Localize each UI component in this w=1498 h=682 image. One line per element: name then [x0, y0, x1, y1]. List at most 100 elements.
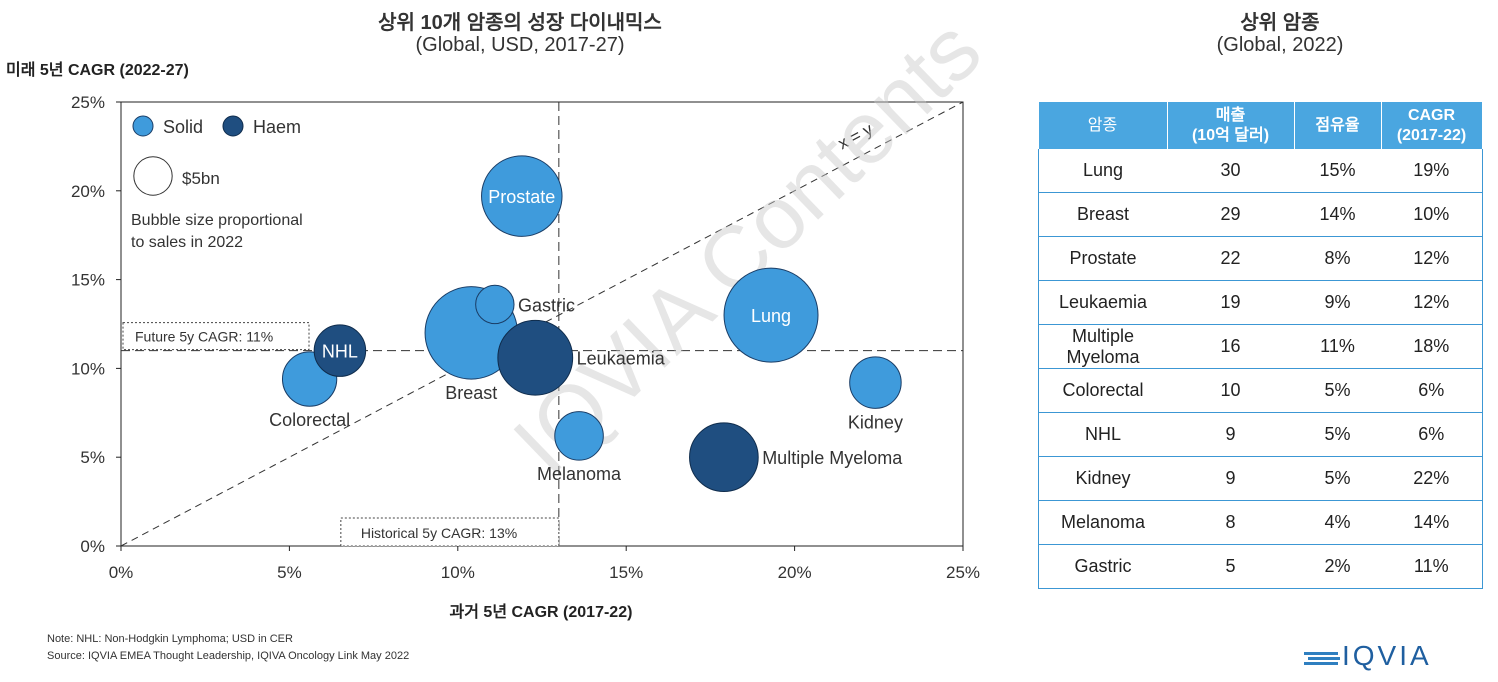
table-cell: 5%: [1294, 456, 1381, 501]
bubble-label-breast: Breast: [445, 383, 497, 403]
table-row: Prostate 22 8% 12%: [1038, 236, 1483, 281]
footnote-note: Note: NHL: Non-Hodgkin Lymphoma; USD in …: [47, 633, 293, 645]
table-cell: 22%: [1381, 456, 1483, 501]
table-cell: 12%: [1381, 280, 1483, 325]
table-cell: Lung: [1038, 149, 1167, 193]
table-cell: Melanoma: [1038, 500, 1167, 545]
table-cell: 6%: [1381, 412, 1483, 457]
diagonal-line: [120, 101, 964, 547]
table-cell: 15%: [1294, 149, 1381, 193]
table-cell: 8%: [1294, 236, 1381, 281]
table-cell: 9: [1167, 412, 1294, 457]
table-cell: 11%: [1294, 324, 1381, 369]
table-cell: 8: [1167, 500, 1294, 545]
table-cell: 5%: [1294, 412, 1381, 457]
historical-avg-label: Historical 5y CAGR: 13%: [361, 525, 517, 541]
future-avg-box: [122, 322, 310, 351]
x-tick-label: 15%: [609, 563, 643, 582]
y-tick-label: 25%: [71, 93, 105, 112]
bubble-label-prostate: Prostate: [488, 187, 555, 207]
x-tick-label: 20%: [778, 563, 812, 582]
cancer-table: 암종 매출 (10억 달러) 점유율 CAGR (2017-22) Lung 30 15%…: [1038, 102, 1483, 589]
bubble-kidney: [849, 356, 902, 409]
table-cell: 9%: [1294, 280, 1381, 325]
y-axis-label: 미래 5년 CAGR (2022-27): [6, 62, 189, 79]
table-cell: 14%: [1381, 500, 1483, 545]
table-cell: 10: [1167, 368, 1294, 413]
logo-text: IQVIA: [1342, 640, 1432, 671]
bubble-prostate: [481, 155, 563, 237]
table-cell: Colorectal: [1038, 368, 1167, 413]
table-cell: 12%: [1381, 236, 1483, 281]
table-cell: 29: [1167, 192, 1294, 237]
table-row: Melanoma 8 4% 14%: [1038, 500, 1483, 545]
table-cell: Multiple Myeloma: [1038, 324, 1167, 369]
table-header-row: 암종 매출 (10억 달러) 점유율 CAGR (2017-22): [1038, 102, 1483, 149]
table-cell: 14%: [1294, 192, 1381, 237]
chart-subtitle: (Global, USD, 2017-27): [415, 34, 625, 56]
legend-haem-label: Haem: [253, 117, 301, 137]
bubble-melanoma: [554, 411, 604, 461]
table-cell: 16: [1167, 324, 1294, 369]
table-cell: 18%: [1381, 324, 1483, 369]
bubble-lung: [723, 267, 819, 363]
iqvia-logo-icon: [1304, 652, 1340, 665]
x-tick-label: 5%: [277, 563, 302, 582]
y-tick-label: 15%: [71, 271, 105, 290]
table-cell: Breast: [1038, 192, 1167, 237]
table-cell: Kidney: [1038, 456, 1167, 501]
size-note-line: Bubble size proportional: [131, 212, 303, 229]
table-row: NHL 9 5% 6%: [1038, 412, 1483, 457]
table-row: Colorectal 10 5% 6%: [1038, 368, 1483, 413]
table-row: Lung 30 15% 19%: [1038, 149, 1483, 193]
y-tick-label: 5%: [80, 448, 105, 467]
table-header-cell: CAGR (2017-22): [1381, 102, 1483, 149]
table-cell: 11%: [1381, 544, 1483, 589]
bubble-nhl: [313, 324, 367, 377]
x-tick-label: 25%: [946, 563, 980, 582]
table-body: Lung 30 15% 19% Breast 29 14% 10% Prostate 22 8% 12…: [1038, 149, 1483, 589]
table-cell: 2%: [1294, 544, 1381, 589]
table-cell: 22: [1167, 236, 1294, 281]
table-cell: 5%: [1294, 368, 1381, 413]
table-cell: 9: [1167, 456, 1294, 501]
bubble-label-multiple-myeloma: Multiple Myeloma: [762, 448, 903, 468]
bubble-label-melanoma: Melanoma: [537, 464, 622, 484]
historical-avg-box: [340, 517, 560, 547]
table-header-cell: 점유율: [1294, 102, 1382, 149]
bubble-leukaemia: [497, 319, 574, 396]
table-cell: Leukaemia: [1038, 280, 1167, 325]
table-header-cell: 매출 (10억 달러): [1167, 102, 1295, 149]
table-header-cell: 암종: [1038, 102, 1168, 149]
table-row: Gastric 5 2% 11%: [1038, 544, 1483, 589]
table-cell: 19: [1167, 280, 1294, 325]
bubble-gastric: [475, 284, 515, 325]
y-tick-label: 10%: [71, 359, 105, 378]
bubble-label-nhl: NHL: [322, 342, 358, 362]
legend-solid-label: Solid: [163, 117, 203, 137]
bubble-label-colorectal: Colorectal: [269, 410, 350, 430]
y-tick-label: 0%: [80, 537, 105, 556]
table-cell: Prostate: [1038, 236, 1167, 281]
x-tick-label: 0%: [109, 563, 134, 582]
table-cell: 30: [1167, 149, 1294, 193]
table-cell: Gastric: [1038, 544, 1167, 589]
table-row: Breast 29 14% 10%: [1038, 192, 1483, 237]
footnote-source: Source: IQVIA EMEA Thought Leadership, I…: [47, 650, 410, 662]
table-row: Kidney 9 5% 22%: [1038, 456, 1483, 501]
table-row: Multiple Myeloma 16 11% 18%: [1038, 324, 1483, 369]
table-cell: 10%: [1381, 192, 1483, 237]
table-cell: 6%: [1381, 368, 1483, 413]
table-title: 상위 암종: [1240, 12, 1320, 34]
bubble-multiple-myeloma: [689, 422, 759, 493]
bubble-label-gastric: Gastric: [518, 295, 575, 315]
chart-title: 상위 10개 암종의 성장 다이내믹스: [378, 12, 662, 34]
x-tick-label: 10%: [441, 563, 475, 582]
size-legend-label: $5bn: [182, 169, 220, 188]
size-legend-bubble: [133, 156, 173, 196]
table-cell: 4%: [1294, 500, 1381, 545]
bubble-chart: 0% 5% 10% 15% 20% 25% 0% 5% 10% 15% 20% 25% 과거 5년 CA…: [71, 0, 999, 621]
table-cell: 19%: [1381, 149, 1483, 193]
table-row: Leukaemia 19 9% 12%: [1038, 280, 1483, 325]
bubble-label-kidney: Kidney: [848, 412, 903, 432]
